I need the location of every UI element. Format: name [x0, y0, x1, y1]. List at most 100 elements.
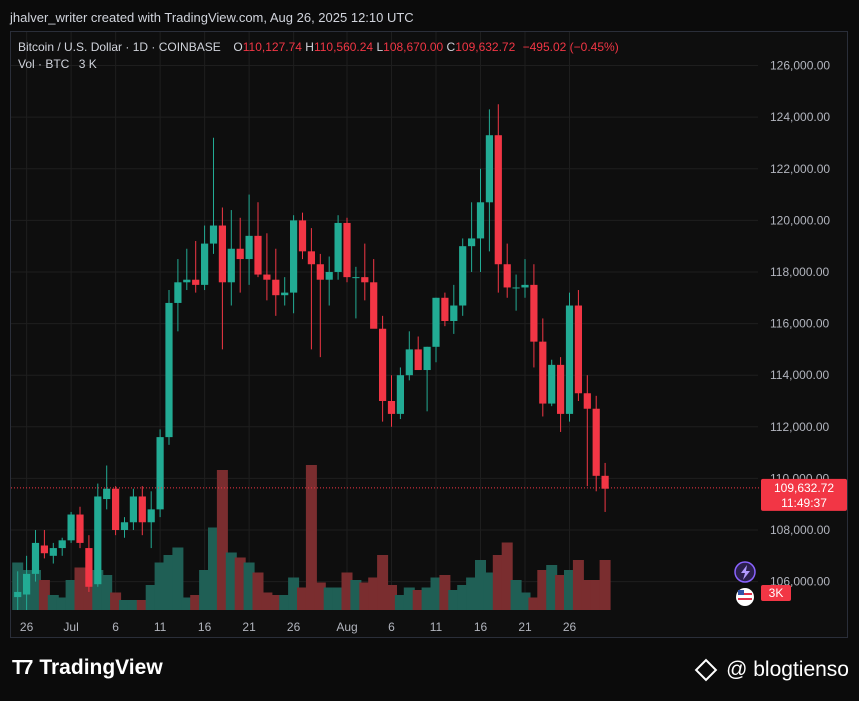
candle-body — [67, 514, 75, 541]
volume-bar — [386, 585, 397, 610]
volume-bar — [145, 585, 157, 610]
candle-body — [218, 225, 226, 283]
tradingview-logo[interactable]: T7 TradingView — [12, 656, 163, 680]
volume-bar — [83, 580, 95, 610]
candle-body — [423, 346, 431, 371]
x-tick-label: 16 — [474, 620, 488, 634]
candle-body — [85, 548, 93, 587]
volume-bar — [332, 587, 344, 610]
volume-bar — [261, 592, 273, 610]
candle-body — [583, 393, 591, 409]
x-tick-label: 26 — [287, 620, 301, 634]
event-icon-lightning — [734, 561, 756, 583]
volume-bar — [270, 595, 282, 610]
volume-bar — [119, 600, 130, 610]
event-icon-flag — [736, 588, 754, 606]
candle-body — [120, 522, 129, 531]
volume-bar — [65, 580, 77, 610]
candle-body — [512, 287, 520, 289]
volume-bar — [154, 562, 166, 610]
volume-bar — [252, 572, 264, 610]
candle-body — [343, 222, 351, 278]
volume-bar — [225, 552, 237, 610]
candle-body — [316, 264, 324, 280]
candle-body — [23, 573, 31, 595]
candle-body — [459, 246, 467, 306]
y-tick-label: 118,000.00 — [770, 265, 829, 279]
volume-bar — [314, 582, 326, 610]
volume-bar — [288, 577, 300, 610]
candle-body — [592, 408, 600, 476]
volume-bar — [243, 562, 255, 610]
volume-bar — [448, 590, 460, 610]
y-tick-label: 120,000.00 — [770, 213, 830, 227]
x-tick-label: 11 — [430, 620, 443, 634]
y-tick-label: 116,000.00 — [770, 317, 829, 331]
candle-body — [14, 591, 22, 598]
price-tag-countdown: 11:49:37 — [781, 496, 827, 510]
handle-text: @ blogtienso — [726, 658, 849, 681]
y-tick-label: 108,000.00 — [770, 523, 830, 537]
candle-body — [138, 496, 146, 523]
volume-tag-value: 3K — [769, 586, 784, 600]
volume-label: Vol · BTC — [18, 57, 70, 71]
candle-body — [334, 222, 342, 272]
volume-bar — [30, 570, 41, 610]
candle-body — [183, 279, 191, 283]
volume-bar — [305, 465, 317, 610]
candle-body — [76, 514, 84, 543]
high-value: 110,560.24 — [313, 40, 374, 54]
volume-tag: 3K — [761, 585, 791, 601]
x-axis: 26 Jul 6 11 16 21 26 Aug 6 11 16 21 26 — [20, 620, 577, 634]
candle-body — [601, 475, 609, 489]
candle-body — [557, 364, 565, 414]
y-tick-label: 112,000.00 — [770, 420, 829, 434]
candle-body — [147, 509, 155, 523]
volume-bar — [208, 527, 219, 610]
volume-bar — [475, 560, 486, 610]
volume-bar — [412, 590, 424, 610]
candle-body — [156, 437, 164, 510]
candle-body — [361, 277, 369, 283]
candle-body — [129, 496, 137, 523]
volume-bar — [216, 470, 228, 610]
volume-bar — [190, 595, 202, 610]
volume-bar — [546, 565, 558, 610]
candle-body — [31, 542, 40, 574]
volume-bar — [279, 595, 291, 610]
candle-body — [236, 248, 244, 260]
y-tick-label: 122,000.00 — [770, 162, 830, 176]
candle-body — [476, 202, 485, 239]
candles — [14, 104, 609, 610]
x-tick-label: 26 — [20, 620, 34, 634]
x-tick-label: 6 — [388, 620, 395, 634]
candle-body — [494, 135, 502, 265]
volume-bar — [181, 597, 193, 610]
candle-body — [450, 305, 458, 321]
volume-bar — [430, 577, 442, 610]
volume-bar — [466, 577, 478, 610]
chart-frame[interactable] — [10, 31, 848, 638]
volume-tag-bg — [761, 585, 791, 601]
volume-bar — [421, 587, 433, 610]
brand-name: TradingView — [39, 656, 163, 679]
y-tick-label: 126,000.00 — [770, 59, 830, 73]
volume-bars — [12, 465, 611, 610]
attribution-text: jhalver_writer created with TradingView.… — [10, 10, 414, 25]
volume-value: 3 K — [78, 57, 97, 71]
volume-bar — [350, 580, 362, 610]
volume-bar — [297, 587, 308, 610]
tradingview-mark-icon: T7 — [12, 656, 33, 679]
low-label: L — [376, 40, 384, 54]
volume-bar — [483, 572, 495, 610]
close-value: 109,632.72 — [455, 40, 516, 54]
symbol-title: Bitcoin / U.S. Dollar · 1D · COINBASE — [18, 40, 221, 54]
volume-bar — [359, 582, 371, 610]
volume-bar — [163, 555, 175, 610]
volume-bar — [74, 567, 86, 610]
close-label: C — [446, 40, 456, 54]
x-tick-label: 21 — [518, 620, 532, 634]
volume-bar — [403, 587, 415, 610]
